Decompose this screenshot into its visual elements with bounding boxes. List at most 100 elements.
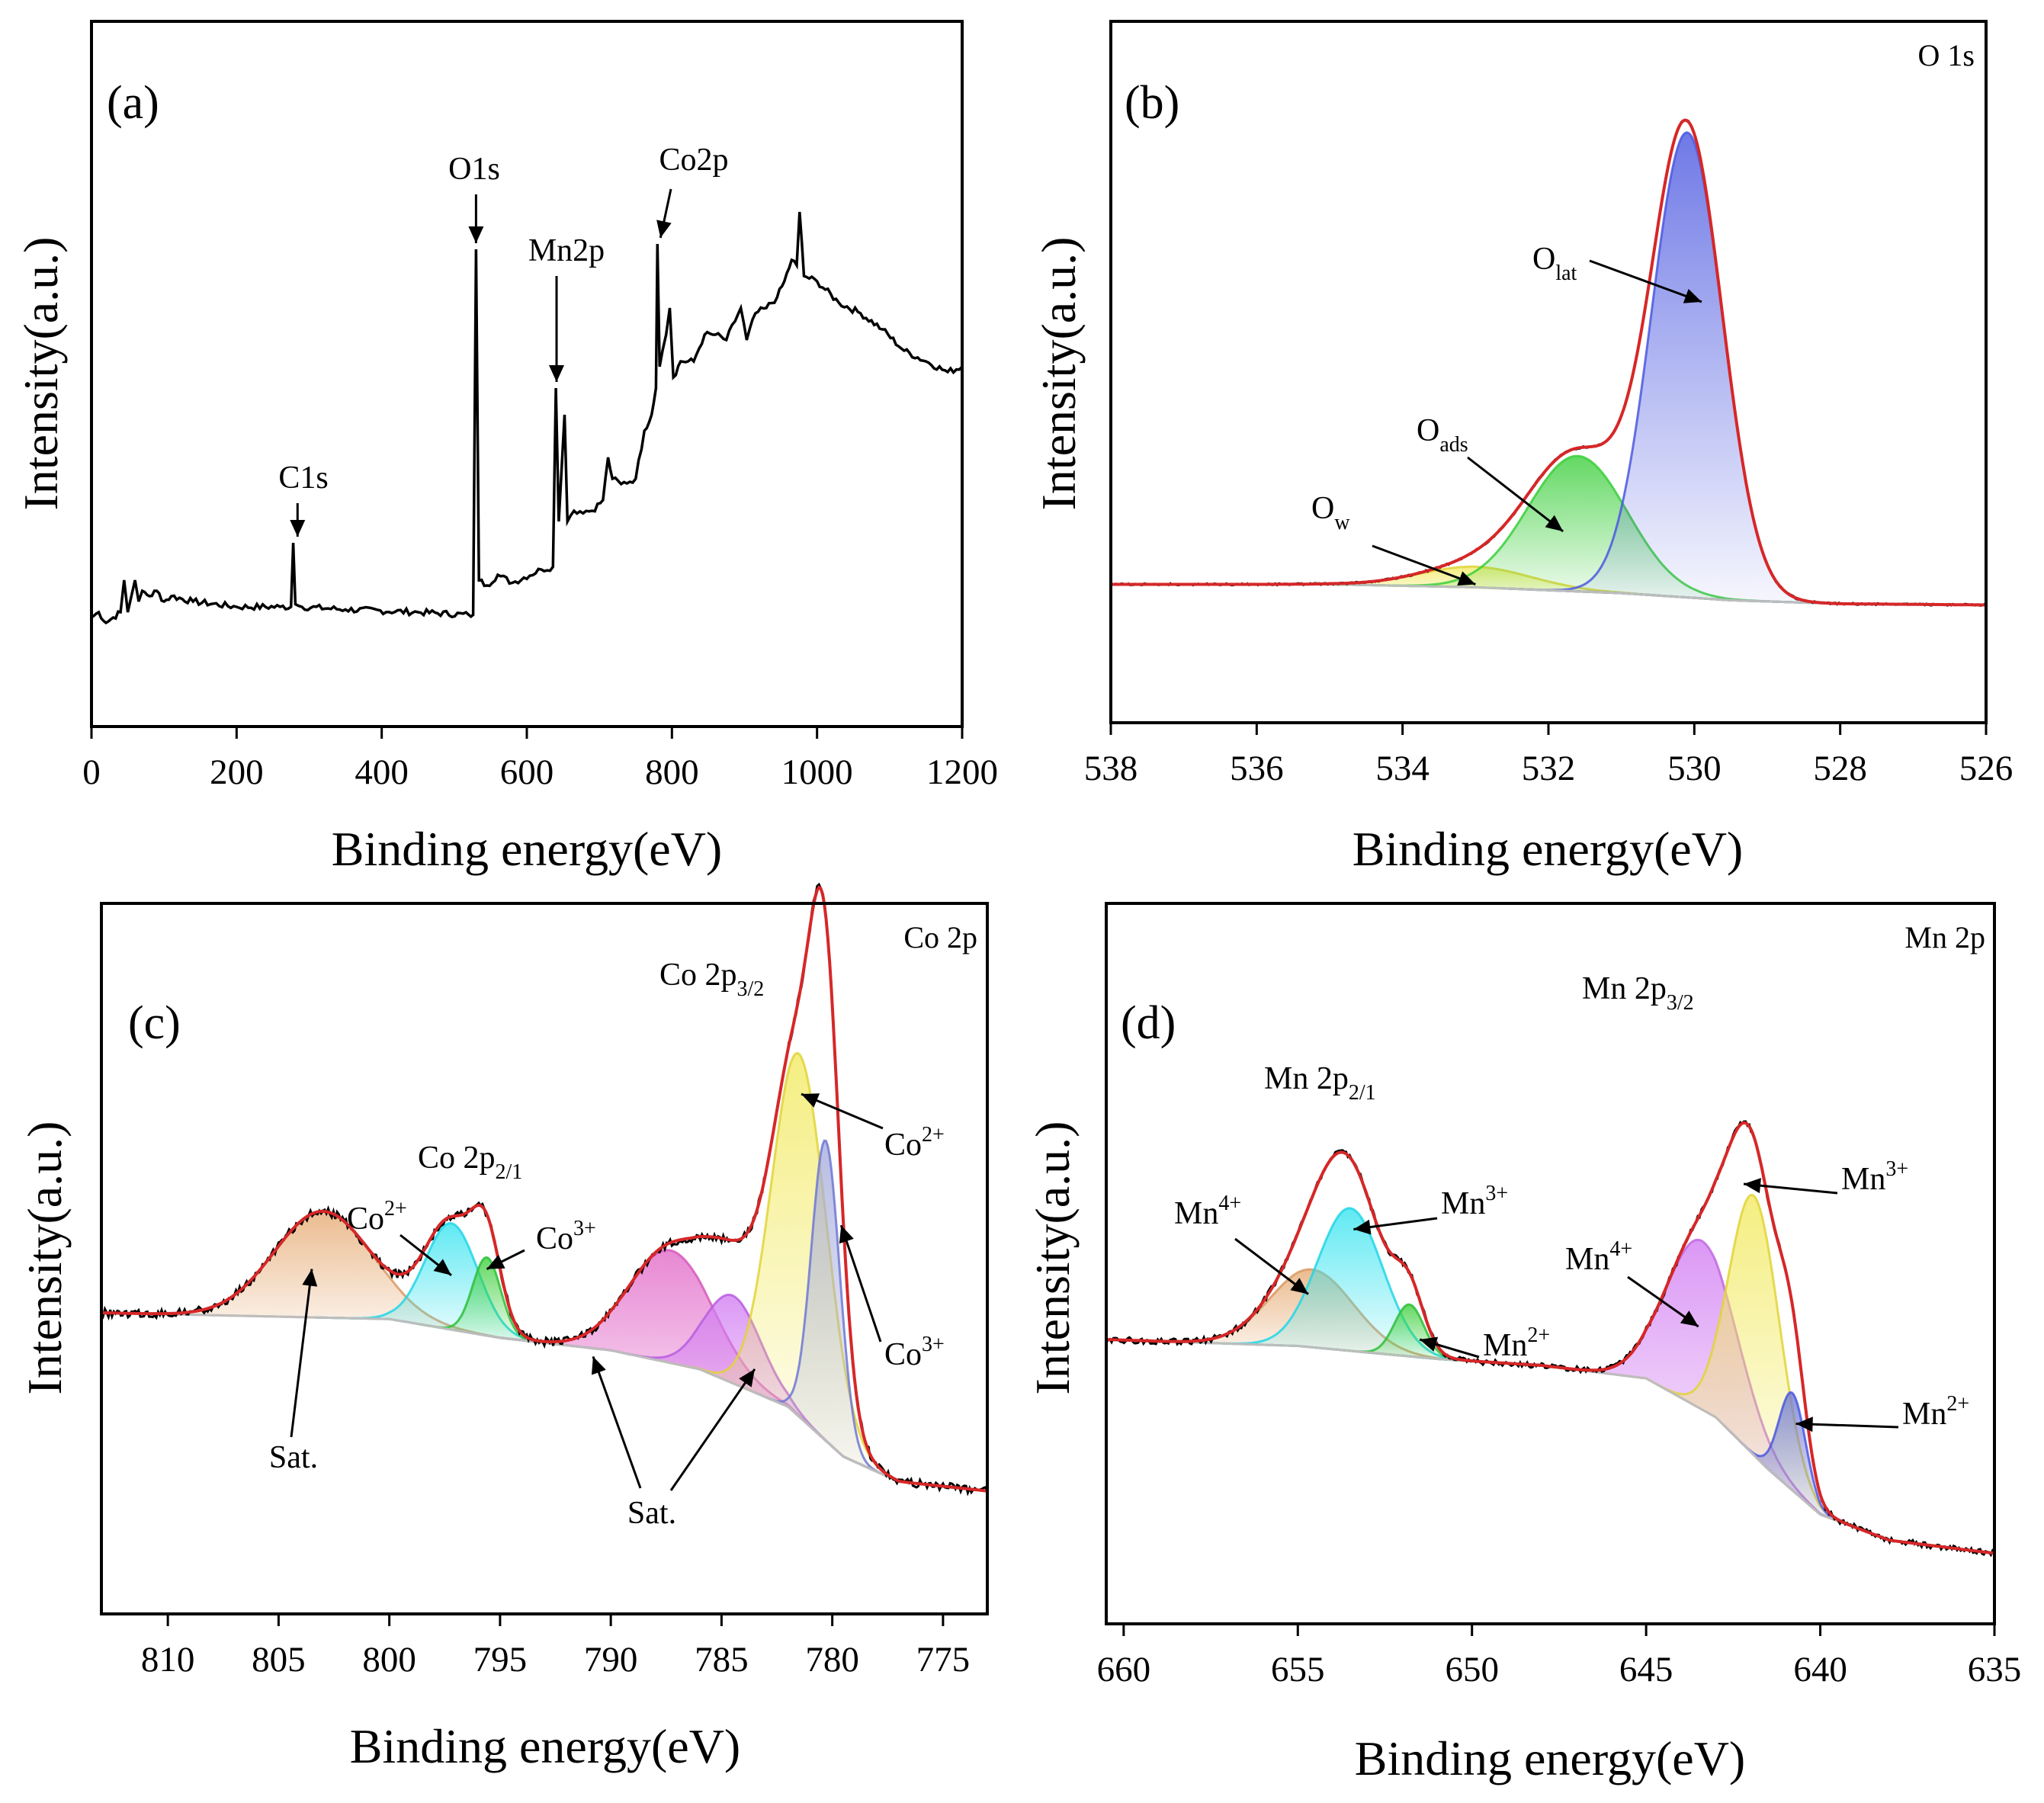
panel-c-plot-area (100, 882, 989, 1497)
panel-c-x-tick-label-5: 785 (695, 1640, 749, 1679)
panel-b-annotation-labels: Ow Oads Olat (1311, 242, 1577, 534)
panel-b-x-tick-label-6: 526 (1959, 749, 2014, 788)
panel-a-plot-area (90, 211, 964, 625)
panel-c-annotation-co3plus-right: Co3+ (884, 1333, 945, 1372)
panel-d-annotation-mn4plus-right: Mn4+ (1565, 1237, 1632, 1277)
panel-a-x-tick-label-1: 200 (210, 752, 264, 792)
panel-c-arrow-3-head (591, 1356, 606, 1375)
panel-d-annotation-mn2plus-right: Mn2+ (1902, 1392, 1969, 1432)
panel-c-background-line (101, 1311, 988, 1493)
panel-d-annotation-labels: Mn 2p2/1 Mn 2p3/2 Mn4+ Mn3+ Mn2+ Mn4+ Mn… (1174, 971, 1969, 1432)
panel-d-mn2p: 660 655 650 645 640 635 (d) Mn 2p Binding ene… (1025, 902, 2022, 1785)
panel-c-component-5 (657, 1051, 940, 1487)
panel-d-x-tick-label-3: 645 (1619, 1650, 1673, 1689)
panel-c-annotation-co2p21: Co 2p2/1 (418, 1141, 522, 1184)
panel-b-x-tick-label-2: 534 (1375, 749, 1430, 788)
panel-c-arrow-3-line (592, 1355, 642, 1489)
panel-c-frame (100, 902, 989, 1615)
panel-b-label: (b) (1125, 77, 1179, 129)
panel-c-x-tick-label-0: 810 (141, 1640, 195, 1679)
panel-c-annotation-sat-left: Sat. (269, 1440, 318, 1475)
panel-a-annotation-mn2p: Mn2p (528, 233, 605, 268)
panel-b-arrow-2-line (1589, 259, 1702, 303)
panel-a-arrow-2-head (549, 365, 565, 382)
panel-d-arrow-0-head (1290, 1278, 1308, 1295)
panel-d-arrow-3-head (1680, 1311, 1699, 1327)
panel-b-plot-area (1110, 118, 1987, 607)
panel-b-x-tick-label-5: 528 (1813, 749, 1867, 788)
panel-d-x-tick-label-5: 635 (1968, 1650, 2022, 1689)
panel-b-x-axis-label: Binding energy(eV) (1353, 822, 1743, 876)
panel-a-annotation-labels: C1s O1s Mn2p Co2p (278, 143, 728, 496)
panel-b-corner-label: O 1s (1918, 38, 1975, 72)
panel-c-arrow-2-head (302, 1269, 318, 1287)
panel-c-annotation-labels: Co 2p3/2 Co 2p2/1 Co2+ Co3+ Sat. Sat. Co… (269, 958, 945, 1531)
panel-a-y-axis-label: Intensity(a.u.) (14, 237, 68, 511)
panel-a-annotation-co2p: Co2p (659, 143, 728, 178)
panel-c-x-tick-label-3: 795 (473, 1640, 528, 1679)
panel-a-survey-line (90, 211, 964, 625)
panel-b-y-axis-label: Intensity(a.u.) (1032, 237, 1086, 511)
panel-c-arrow-4-head (739, 1368, 755, 1388)
panel-a-x-tick-label-5: 1000 (781, 752, 853, 792)
panel-a-x-tick-label-2: 400 (355, 752, 409, 792)
panel-a-x-tick-label-0: 0 (82, 752, 101, 792)
panel-c-arrow-5-head (801, 1093, 820, 1108)
panel-c-x-tick-label-1: 805 (252, 1640, 306, 1679)
panel-d-corner-label: Mn 2p (1904, 920, 1985, 954)
panel-a-annotation-o1s: O1s (448, 152, 500, 187)
panel-b-arrow-2-head (1683, 288, 1702, 303)
panel-d-annotation-mn4plus-left: Mn4+ (1174, 1192, 1241, 1231)
panel-c-x-tick-label-6: 780 (805, 1640, 859, 1679)
panel-b-arrow-0-head (1457, 571, 1476, 586)
panel-b-frame (1109, 20, 1988, 724)
panel-c-arrow-4-line (669, 1368, 756, 1491)
panel-b-o1s: 538 536 534 532 530 528 526 (b) O 1s Binding e… (1032, 20, 2014, 876)
panel-d-x-ticks: 660 655 650 645 640 635 (1097, 1624, 2022, 1689)
panel-b-arrow-0-line (1372, 544, 1476, 585)
panel-c-x-axis-label: Binding energy(eV) (350, 1719, 740, 1773)
panel-a-arrow-0-head (290, 520, 306, 537)
panel-c-y-axis-label: Intensity(a.u.) (18, 1121, 72, 1395)
panel-a-arrow-1-head (468, 226, 484, 243)
panel-c-arrow-6-head (839, 1225, 854, 1244)
panel-c-arrow-1-head (486, 1254, 505, 1269)
panel-b-annotation-ow: Ow (1311, 491, 1350, 534)
panel-d-x-tick-label-1: 655 (1271, 1650, 1325, 1689)
panel-d-y-axis-label: Intensity(a.u.) (1025, 1121, 1080, 1395)
panel-c-annotations (290, 1092, 884, 1491)
panel-c-annotation-sat-right: Sat. (627, 1496, 676, 1531)
panel-d-label: (d) (1121, 997, 1176, 1049)
panel-b-x-ticks: 538 536 534 532 530 528 526 (1084, 723, 2014, 788)
panel-a-x-axis-label: Binding energy(eV) (332, 822, 722, 876)
panel-d-annotations (1234, 1178, 1899, 1432)
panel-d-annotation-mn2plus-left: Mn2+ (1483, 1323, 1550, 1363)
panel-c-arrow-6-line (839, 1224, 882, 1343)
panel-c-label: (c) (128, 997, 181, 1049)
panel-a-label: (a) (107, 77, 159, 129)
panel-d-x-axis-label: Binding energy(eV) (1355, 1731, 1745, 1785)
panel-a-survey: 0 200 400 600 800 1000 1200 (a) Binding energy… (14, 20, 998, 876)
panel-c-annotation-co2p32: Co 2p3/2 (659, 958, 764, 1001)
panel-b-annotations (1372, 259, 1702, 586)
panel-c-x-tick-label-4: 790 (584, 1640, 638, 1679)
panel-c-co2p: 810 805 800 795 790 785 780 775 (c) Co 2p Bindi… (18, 882, 989, 1773)
panel-b-x-tick-label-0: 538 (1084, 749, 1138, 788)
panel-b-x-tick-label-4: 530 (1667, 749, 1722, 788)
panel-c-x-ticks: 810 805 800 795 790 785 780 775 (141, 1614, 970, 1679)
panel-d-arrow-1-head (1353, 1219, 1372, 1235)
panel-a-x-ticks: 0 200 400 600 800 1000 1200 (82, 727, 998, 792)
panel-c-envelope-line (101, 885, 988, 1493)
panel-c-x-tick-label-7: 775 (916, 1640, 971, 1679)
panel-d-x-tick-label-0: 660 (1097, 1650, 1151, 1689)
panel-c-arrow-0-head (433, 1259, 451, 1275)
panel-c-annotation-co2plus-right: Co2+ (884, 1123, 945, 1163)
panel-d-arrow-2-head (1420, 1336, 1439, 1352)
panel-a-frame (90, 20, 964, 728)
panel-d-arrow-5-line (1795, 1423, 1899, 1429)
panel-d-arrow-4-head (1744, 1178, 1761, 1194)
panel-b-arrow-1-head (1545, 515, 1564, 531)
panel-d-plot-area (1105, 1120, 1995, 1558)
panel-d-frame (1105, 902, 1996, 1625)
panel-d-annotation-mn2p32: Mn 2p3/2 (1582, 971, 1694, 1015)
